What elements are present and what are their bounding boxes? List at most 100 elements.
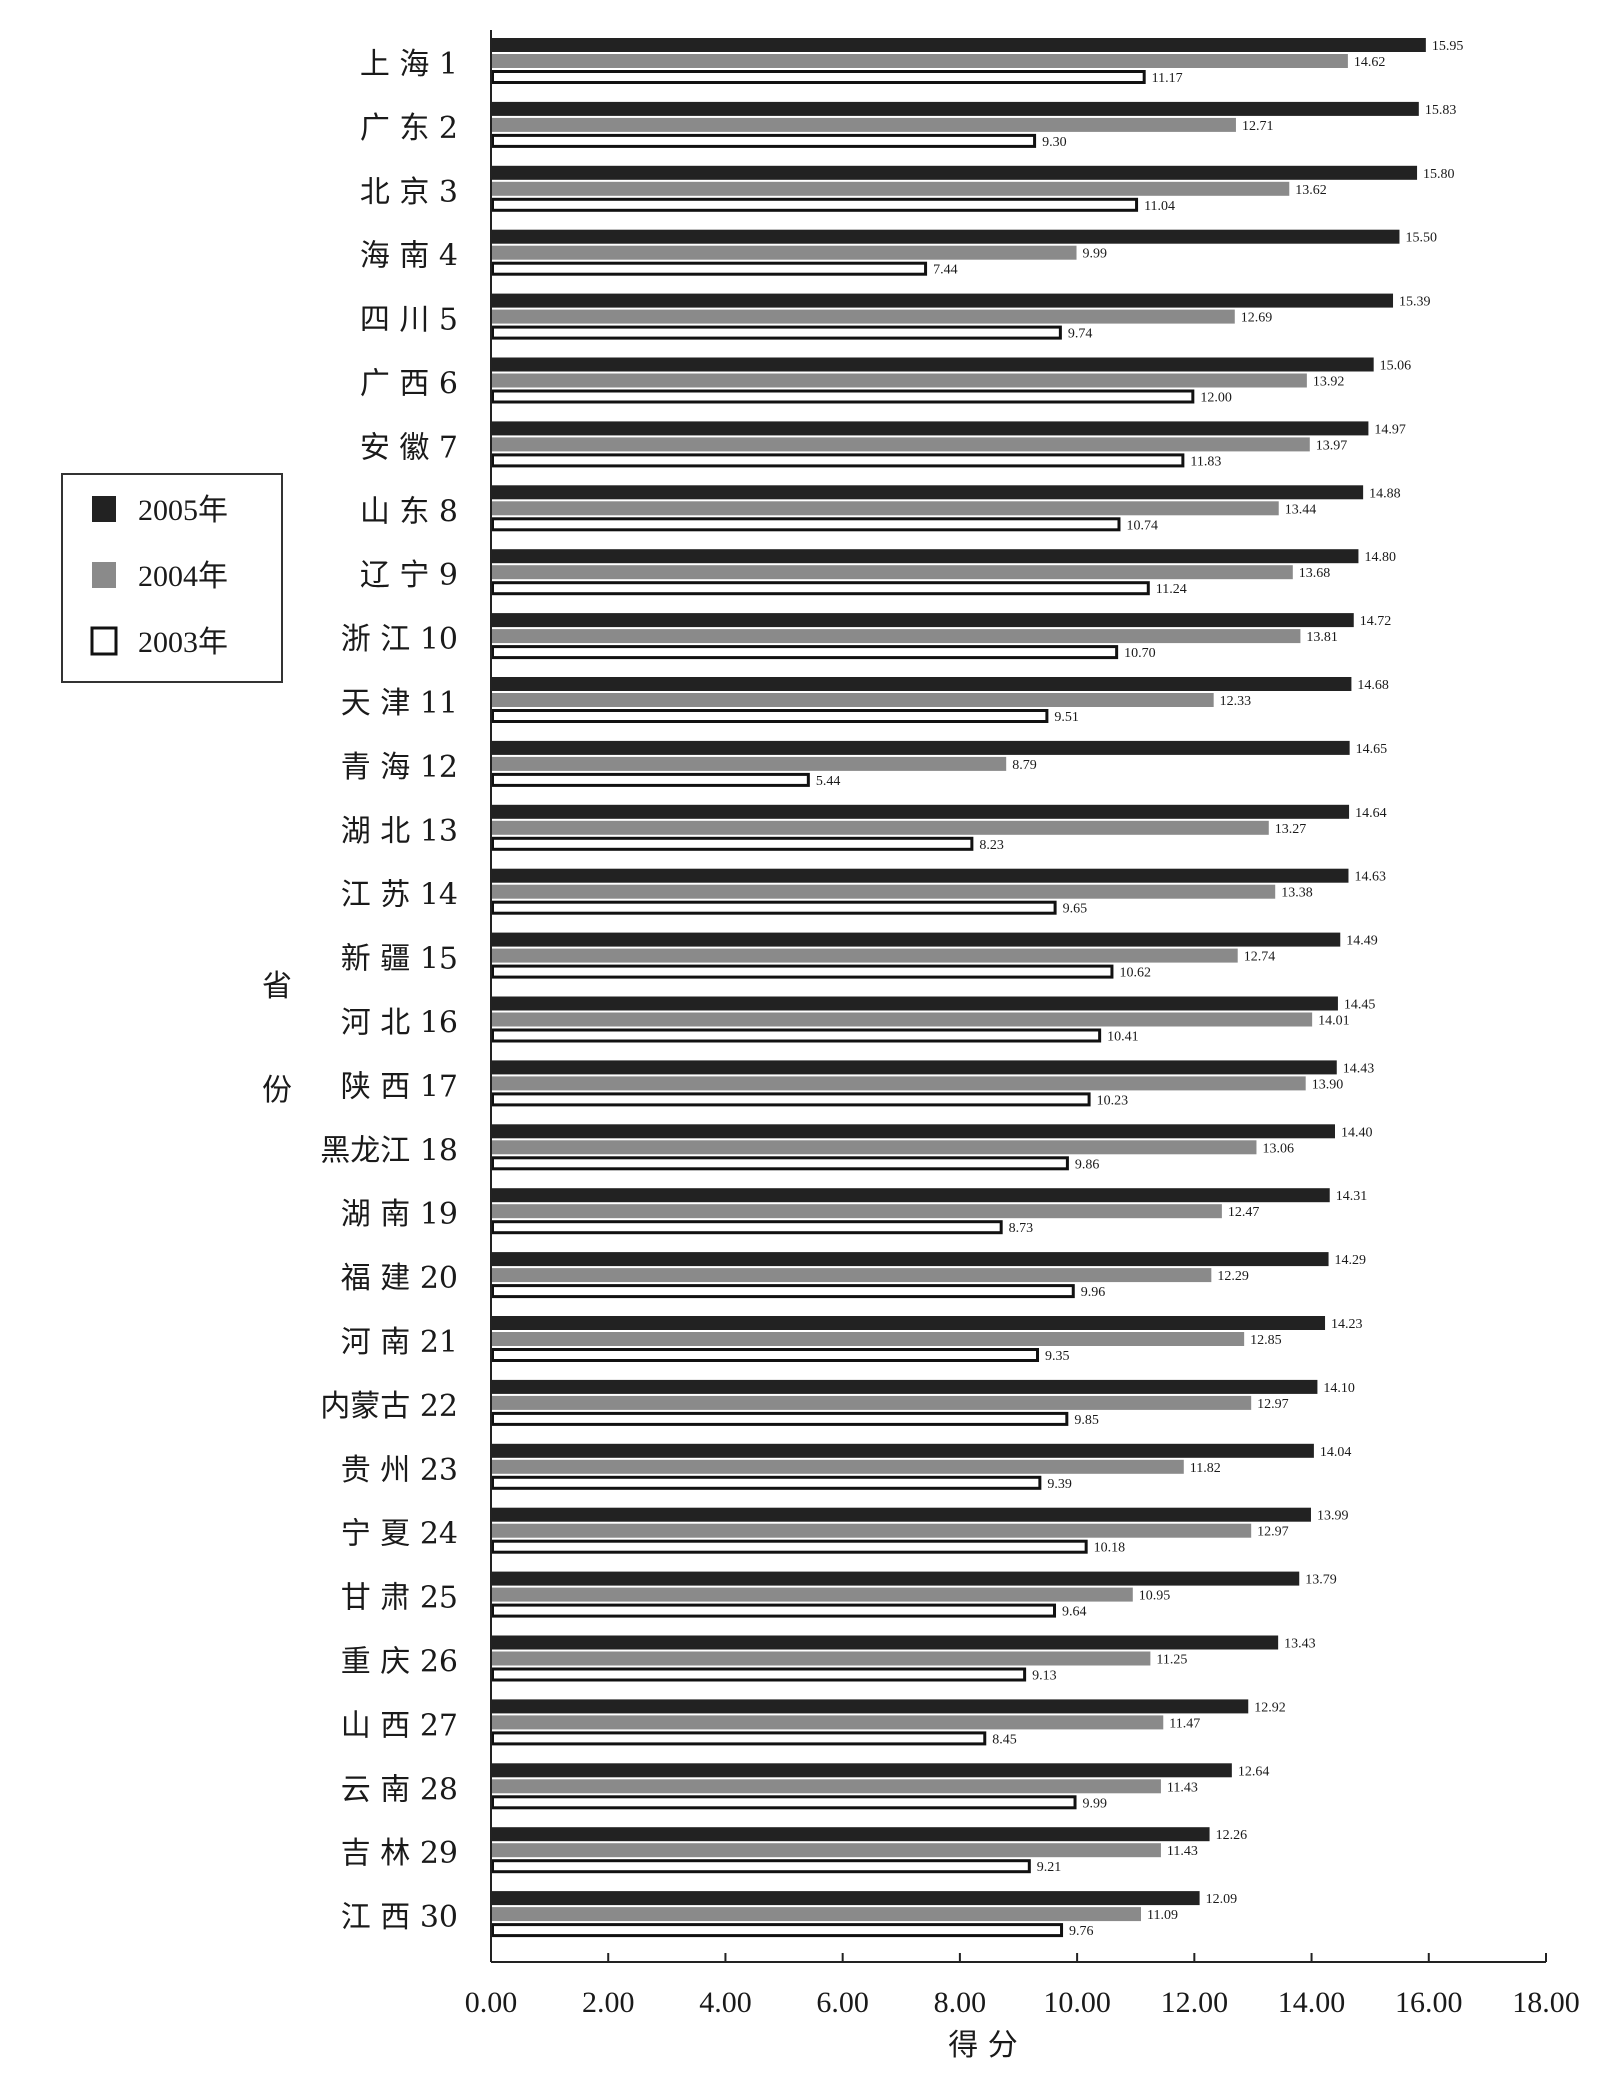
category-label-1: 上 海 1 (360, 47, 458, 82)
bar-2003年-17 (491, 1092, 1091, 1107)
bar-2005年-29 (491, 1827, 1210, 1842)
value-label-2003年-4: 7.44 (933, 263, 958, 278)
category-label-12: 青 海 12 (341, 750, 458, 785)
x-tick-label-8: 16.00 (1395, 1986, 1463, 2019)
bar-2003年-18 (491, 1156, 1069, 1171)
x-tick-label-4: 8.00 (934, 1986, 987, 2019)
value-label-2004年-17: 13.90 (1312, 1077, 1344, 1092)
bar-2004年-27 (491, 1715, 1164, 1730)
category-label-6: 广 西 6 (360, 367, 458, 402)
value-label-2005年-12: 14.65 (1356, 742, 1388, 757)
bar-2005年-12 (491, 740, 1350, 755)
value-label-2004年-14: 13.38 (1281, 886, 1313, 901)
legend-label-2005: 2005年 (138, 494, 228, 527)
bar-2005年-16 (491, 996, 1338, 1011)
value-label-2005年-26: 13.43 (1284, 1637, 1316, 1652)
bar-2003年-10 (491, 645, 1119, 660)
legend-swatch-2004 (92, 562, 116, 588)
bar-2003年-2 (491, 133, 1037, 148)
category-label-15: 新 疆 15 (341, 942, 458, 977)
bar-2004年-15 (491, 948, 1238, 963)
bar-2004年-7 (491, 437, 1310, 452)
bar-2003年-22 (491, 1411, 1069, 1426)
value-label-2003年-27: 8.45 (992, 1732, 1017, 1747)
category-label-17: 陕 西 17 (341, 1069, 458, 1104)
bar-2005年-15 (491, 932, 1341, 947)
bar-2004年-3 (491, 181, 1290, 196)
category-label-28: 云 南 28 (341, 1772, 458, 1807)
bar-2005年-17 (491, 1060, 1337, 1075)
x-axis-title: 得 分 (948, 2028, 1018, 2063)
value-label-2004年-23: 11.82 (1190, 1461, 1221, 1476)
value-label-2004年-9: 13.68 (1299, 566, 1331, 581)
bars-group (491, 38, 1426, 1938)
bar-2004年-10 (491, 629, 1301, 644)
category-label-10: 浙 江 10 (341, 622, 458, 657)
bar-2004年-14 (491, 884, 1276, 899)
bar-2005年-19 (491, 1188, 1330, 1203)
bar-2004年-11 (491, 693, 1214, 707)
value-label-2003年-3: 11.04 (1144, 199, 1175, 214)
bar-2004年-25 (491, 1587, 1133, 1602)
bar-2003年-26 (491, 1667, 1027, 1682)
bar-2005年-2 (491, 101, 1419, 116)
value-label-2005年-28: 12.64 (1238, 1764, 1270, 1779)
value-label-2005年-19: 14.31 (1336, 1189, 1368, 1204)
value-label-2004年-26: 11.25 (1156, 1653, 1187, 1668)
value-label-2005年-20: 14.29 (1335, 1253, 1367, 1268)
bar-2005年-26 (491, 1635, 1279, 1650)
category-label-22: 内蒙古 22 (320, 1389, 458, 1424)
bar-2005年-28 (491, 1763, 1232, 1778)
axes-group: 0.00 2.00 4.00 6.00 8.00 10.00 12.00 14.00 16.00… (465, 30, 1580, 2019)
value-label-2003年-15: 10.62 (1119, 966, 1151, 981)
bar-2004年-9 (491, 565, 1293, 580)
bar-2005年-20 (491, 1252, 1329, 1267)
value-label-2004年-30: 11.09 (1147, 1908, 1178, 1923)
y-axis-title-part2: 份 (262, 1073, 292, 1108)
category-label-21: 河 南 21 (341, 1325, 458, 1360)
category-label-23: 贵 州 23 (341, 1453, 458, 1488)
category-label-18: 黑龙江 18 (320, 1133, 458, 1168)
category-label-14: 江 苏 14 (341, 878, 458, 913)
bar-2004年-21 (491, 1332, 1245, 1346)
value-label-2003年-9: 11.24 (1156, 582, 1187, 597)
bar-2005年-13 (491, 804, 1350, 819)
value-label-2004年-7: 13.97 (1316, 438, 1348, 453)
value-label-2005年-2: 15.83 (1425, 103, 1457, 118)
bar-2004年-20 (491, 1268, 1212, 1283)
category-label-19: 湖 南 19 (341, 1197, 458, 1232)
value-label-2003年-26: 9.13 (1032, 1669, 1057, 1684)
bar-2005年-8 (491, 485, 1364, 500)
bar-2004年-18 (491, 1140, 1257, 1155)
value-label-2004年-6: 13.92 (1313, 375, 1345, 390)
bar-2003年-12 (491, 772, 810, 787)
value-label-2005年-10: 14.72 (1360, 614, 1392, 629)
value-label-2003年-13: 8.23 (979, 838, 1004, 853)
value-label-2004年-15: 12.74 (1244, 950, 1276, 965)
value-label-2005年-8: 14.88 (1369, 486, 1401, 501)
value-label-2005年-23: 14.04 (1320, 1445, 1352, 1460)
value-label-2003年-7: 11.83 (1190, 454, 1221, 469)
category-label-11: 天 津 11 (341, 686, 458, 721)
value-label-2003年-24: 10.18 (1094, 1541, 1126, 1556)
value-label-2003年-29: 9.21 (1037, 1860, 1062, 1875)
value-label-2003年-2: 9.30 (1042, 135, 1067, 150)
value-label-2005年-25: 13.79 (1305, 1573, 1337, 1588)
bar-2004年-5 (491, 309, 1235, 324)
bar-2003年-3 (491, 197, 1139, 212)
value-label-2004年-20: 12.29 (1217, 1269, 1249, 1284)
category-label-29: 吉 林 29 (341, 1836, 458, 1871)
value-label-2004年-18: 13.06 (1262, 1141, 1294, 1156)
bar-2005年-14 (491, 868, 1349, 883)
value-label-2004年-11: 12.33 (1220, 694, 1252, 709)
value-label-2005年-1: 15.95 (1432, 39, 1464, 54)
bar-2003年-30 (491, 1923, 1064, 1938)
value-label-2005年-18: 14.40 (1341, 1125, 1373, 1140)
value-label-2005年-30: 12.09 (1206, 1892, 1238, 1907)
value-label-2004年-19: 12.47 (1228, 1205, 1260, 1220)
value-label-2003年-17: 10.23 (1097, 1093, 1129, 1108)
value-label-2005年-15: 14.49 (1346, 934, 1378, 949)
bar-2004年-30 (491, 1907, 1141, 1922)
bar-2003年-13 (491, 836, 974, 851)
bar-2004年-8 (491, 501, 1279, 516)
